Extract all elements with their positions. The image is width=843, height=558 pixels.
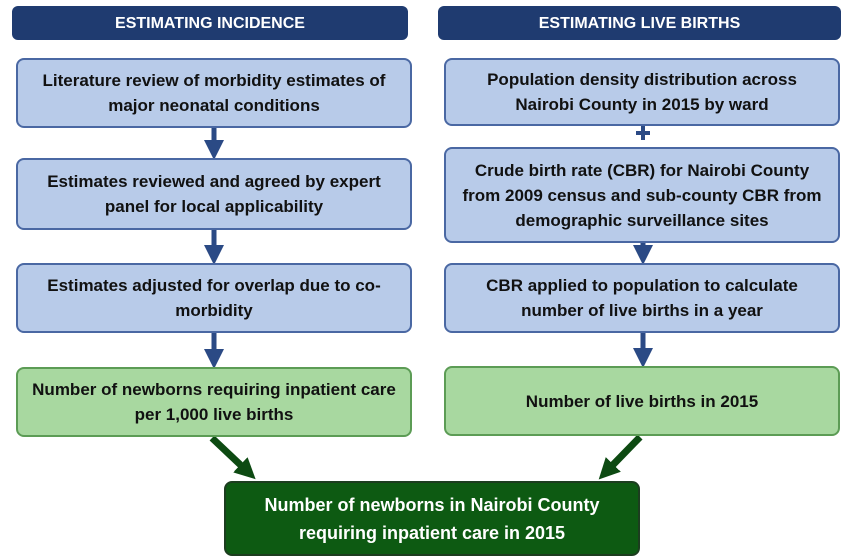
- down-arrows: [204, 128, 653, 369]
- step-box: Population density distribution across N…: [444, 58, 840, 126]
- result-box: Number of newborns in Nairobi County req…: [224, 481, 640, 556]
- outcome-box: Number of live births in 2015: [444, 366, 840, 436]
- section-header: ESTIMATING INCIDENCE: [12, 6, 408, 40]
- step-box: Literature review of morbidity estimates…: [16, 58, 412, 128]
- step-box: Estimates adjusted for overlap due to co…: [16, 263, 412, 333]
- section-header: ESTIMATING LIVE BIRTHS: [438, 6, 841, 40]
- step-box: Estimates reviewed and agreed by expert …: [16, 158, 412, 230]
- step-box: Crude birth rate (CBR) for Nairobi Count…: [444, 147, 840, 243]
- step-box: CBR applied to population to calculate n…: [444, 263, 840, 333]
- outcome-box: Number of newborns requiring inpatient c…: [16, 367, 412, 437]
- plus-sign: [636, 126, 650, 140]
- merge-arrows: [209, 434, 643, 480]
